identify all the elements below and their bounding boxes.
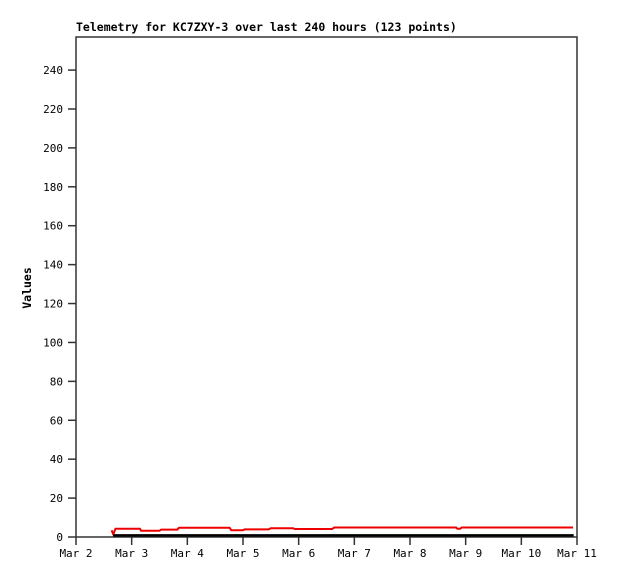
- plot-border: [75, 36, 578, 538]
- x-tick-label: Mar 8: [393, 547, 426, 560]
- x-tick-label: Mar 7: [338, 547, 371, 560]
- y-tick-label: 220: [43, 103, 63, 116]
- y-tick-label: 0: [56, 531, 63, 544]
- y-tick-label: 160: [43, 220, 63, 233]
- y-tick-label: 80: [50, 375, 63, 388]
- x-tick-label: Mar 10: [501, 547, 541, 560]
- y-tick-label: 100: [43, 336, 63, 349]
- y-tick-label: 200: [43, 142, 63, 155]
- x-tick-label: Mar 2: [59, 547, 92, 560]
- y-tick-label: 240: [43, 64, 63, 77]
- y-tick-label: 120: [43, 298, 63, 311]
- x-tick-label: Mar 3: [115, 547, 148, 560]
- telemetry-series-red: [110, 526, 574, 537]
- y-tick-label: 180: [43, 181, 63, 194]
- x-tick-label: Mar 6: [282, 547, 315, 560]
- x-tick-label: Mar 5: [226, 547, 259, 560]
- y-tick-label: 140: [43, 259, 63, 272]
- chart-title: Telemetry for KC7ZXY-3 over last 240 hou…: [76, 20, 457, 34]
- x-tick-label: Mar 11: [557, 547, 597, 560]
- y-axis-label: Values: [20, 267, 34, 309]
- x-tick-label: Mar 9: [449, 547, 482, 560]
- y-tick-label: 60: [50, 414, 63, 427]
- y-tick-label: 20: [50, 492, 63, 505]
- x-tick-label: Mar 4: [171, 547, 204, 560]
- y-tick-label: 40: [50, 453, 63, 466]
